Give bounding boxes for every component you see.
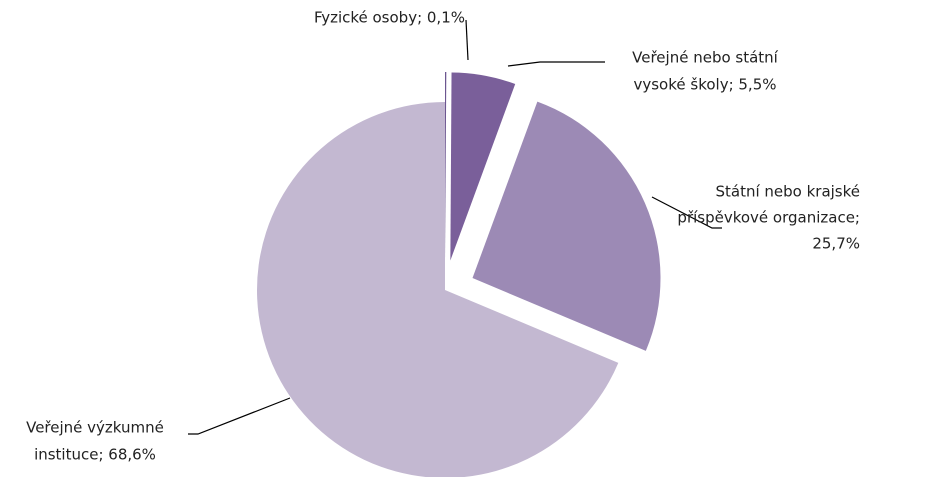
data-label: příspěvkové organizace; xyxy=(677,209,860,227)
leader-line xyxy=(188,397,291,435)
leader-line xyxy=(507,61,605,67)
data-label: vysoké školy; 5,5% xyxy=(633,76,776,94)
leader-line xyxy=(465,19,469,61)
data-label: 25,7% xyxy=(812,235,860,253)
data-label: Fyzické osoby; 0,1% xyxy=(314,9,465,27)
pie-slice xyxy=(450,72,516,261)
data-label: Veřejné výzkumné xyxy=(26,419,164,437)
pie-slice xyxy=(445,72,447,261)
data-label: instituce; 68,6% xyxy=(34,446,156,464)
data-label: Státní nebo krajské xyxy=(715,183,860,201)
pie-slice xyxy=(472,101,661,351)
data-label: Veřejné nebo státní xyxy=(632,49,779,67)
leader-line xyxy=(651,196,722,229)
pie-slice xyxy=(257,102,619,478)
